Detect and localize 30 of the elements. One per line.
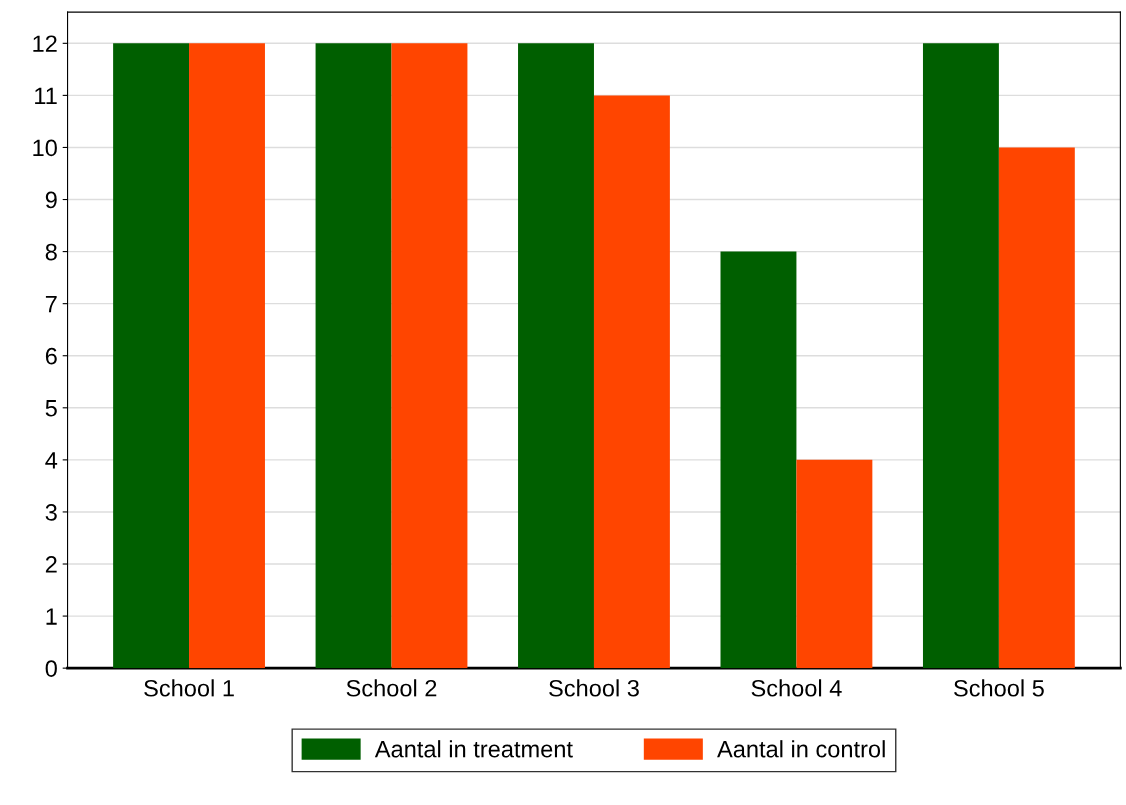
x-tick-label: School 5: [954, 679, 1044, 697]
y-tick-label: 2: [45, 556, 57, 573]
bar: [113, 43, 190, 669]
bar: [720, 251, 797, 669]
y-tick-label: 4: [45, 452, 58, 469]
y-tick-label: 6: [45, 347, 57, 365]
bar: [391, 43, 468, 669]
y-tick-label: 0: [45, 660, 57, 677]
y-tick-label: 3: [45, 504, 57, 521]
y-tick-label: 11: [35, 87, 57, 104]
bar: [593, 95, 670, 669]
y-tick-label: 8: [45, 243, 57, 261]
bar: [998, 147, 1075, 669]
legend-label: Aantal in control: [717, 740, 885, 758]
bar: [518, 43, 594, 669]
x-tick-label: School 2: [346, 679, 437, 697]
bar: [922, 43, 999, 669]
y-tick-label: 1: [46, 608, 57, 625]
y-tick-label: 9: [45, 191, 57, 209]
x-tick-label: School 3: [549, 679, 639, 697]
y-tick-label: 12: [33, 35, 57, 52]
bar: [315, 43, 392, 669]
bar: [796, 459, 873, 669]
bar: [189, 43, 265, 669]
y-tick-label: 5: [45, 400, 57, 417]
legend-label: Aantal in treatment: [374, 740, 573, 758]
y-tick-label: 7: [45, 295, 57, 313]
x-tick-label: School 4: [751, 679, 842, 697]
x-tick-label: School 1: [144, 679, 234, 697]
y-tick-label: 10: [33, 139, 57, 157]
